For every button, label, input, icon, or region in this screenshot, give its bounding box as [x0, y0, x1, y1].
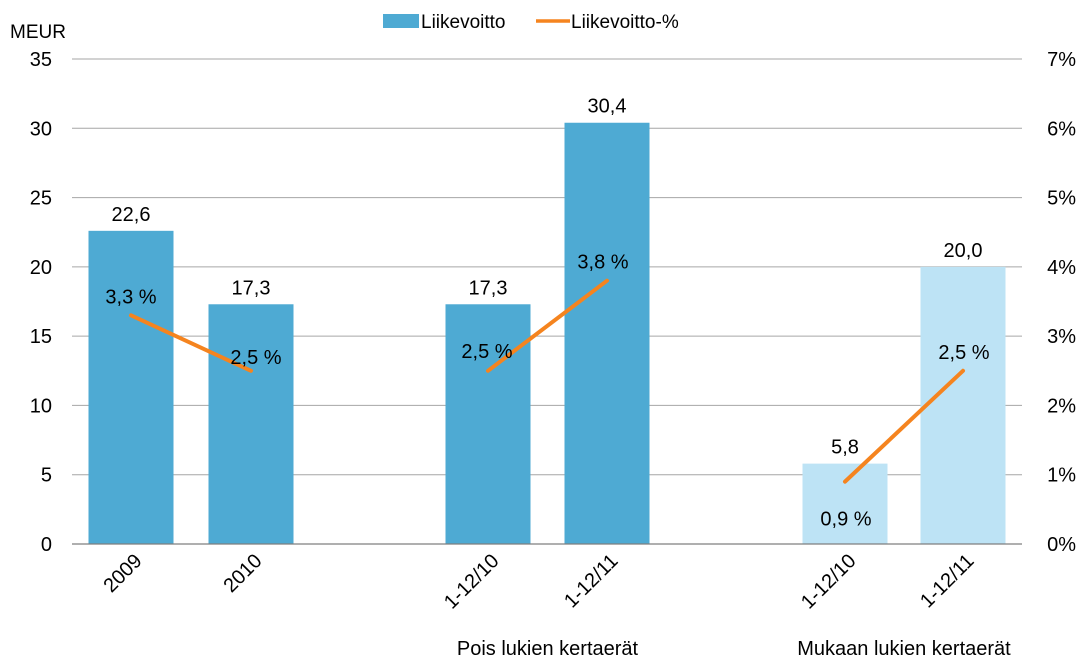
line-value-label: 2,5 %	[230, 347, 281, 369]
x-tick-label: 2009	[100, 550, 147, 597]
category-group-label: Mukaan lukien kertaerät	[797, 638, 1011, 660]
y-right-tick-label: 4%	[1047, 257, 1076, 279]
y-left-tick-label: 20	[30, 257, 52, 279]
y-left-tick-label: 15	[30, 326, 52, 348]
line-segment	[843, 368, 965, 484]
y-unit-label: MEUR	[10, 22, 66, 43]
y-left-tick-label: 10	[30, 395, 52, 417]
bar-value-label: 30,4	[588, 96, 627, 118]
bar	[445, 304, 531, 544]
y-left-tick-label: 0	[41, 534, 52, 556]
x-tick-label: 2010	[220, 550, 267, 597]
bar-value-label: 22,6	[112, 204, 151, 226]
y-right-tick-label: 7%	[1047, 49, 1076, 71]
y-left-tick-label: 30	[30, 118, 52, 140]
x-tick-label: 1-12/11	[916, 550, 978, 612]
y-right-tick-label: 2%	[1047, 395, 1076, 417]
bar-value-label: 17,3	[232, 277, 271, 299]
legend-label-bar: Liikevoitto	[421, 12, 506, 33]
y-right-tick-label: 0%	[1047, 534, 1076, 556]
x-tick-label: 1-12/11	[560, 550, 622, 612]
bar	[802, 463, 888, 544]
category-group-label: Pois lukien kertaerät	[457, 638, 639, 660]
legend-label-line: Liikevoitto-%	[571, 12, 679, 33]
line-value-label: 0,9 %	[820, 509, 871, 531]
line-value-label: 2,5 %	[461, 341, 512, 363]
bar-value-label: 17,3	[469, 277, 508, 299]
legend: Liikevoitto Liikevoitto-%	[383, 12, 679, 33]
x-tick-label: 1-12/10	[797, 550, 861, 614]
axes: 0 5 10 15 20 25 30 35 0% 1% 2% 3% 4% 5% 6% 7% 2009 2010 1-…	[30, 49, 1076, 614]
line-segment	[486, 278, 609, 373]
y-left-tick-label: 25	[30, 188, 52, 210]
bar	[920, 266, 1006, 544]
data-labels: 22,6 17,3 17,3 30,4 5,8 20,0 3,3 % 2,5 % 2,5 % 3,…	[105, 96, 989, 531]
y-left-tick-label: 35	[30, 49, 52, 71]
bars	[88, 122, 1006, 545]
line-segment	[129, 313, 253, 373]
line-value-label: 3,3 %	[105, 286, 156, 308]
line-series	[129, 278, 965, 484]
bar	[88, 230, 174, 545]
y-left-tick-label: 5	[41, 465, 52, 487]
y-right-tick-label: 3%	[1047, 326, 1076, 348]
line-value-label: 3,8 %	[577, 252, 628, 274]
bar	[208, 304, 294, 544]
category-groups: Pois lukien kertaerät Mukaan lukien kerta…	[457, 638, 1011, 660]
bar	[564, 122, 650, 544]
y-right-tick-label: 6%	[1047, 118, 1076, 140]
legend-bar-swatch	[383, 14, 419, 28]
line-value-label: 2,5 %	[938, 342, 989, 364]
x-tick-label: 1-12/10	[440, 550, 504, 614]
bar-value-label: 5,8	[831, 437, 859, 459]
y-right-tick-label: 1%	[1047, 465, 1076, 487]
y-right-tick-label: 5%	[1047, 188, 1076, 210]
bar-value-label: 20,0	[944, 240, 983, 262]
